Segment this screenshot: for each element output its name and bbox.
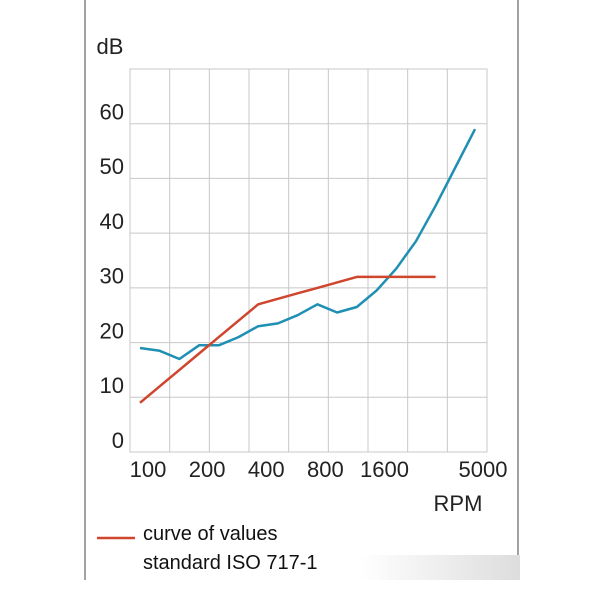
x-tick-label: 5000	[459, 457, 508, 482]
y-axis-label: dB	[97, 34, 124, 59]
y-tick-label: 60	[100, 100, 124, 125]
x-axis-label: RPM	[434, 491, 483, 516]
x-tick-label: 1600	[360, 457, 409, 482]
y-tick-label: 20	[100, 318, 124, 343]
plot-frame	[129, 68, 488, 453]
y-tick-label: 0	[112, 428, 124, 453]
legend-label: curve of values standard ISO 717-1	[143, 523, 318, 574]
y-tick-label: 30	[100, 264, 124, 289]
y-tick-label: 40	[100, 209, 124, 234]
x-tick-label: 100	[130, 457, 167, 482]
x-tick-label: 400	[248, 457, 285, 482]
y-tick-label: 10	[100, 373, 124, 398]
x-tick-label: 200	[189, 457, 226, 482]
shade	[360, 555, 520, 580]
y-tick-label: 50	[100, 154, 124, 179]
data-line	[139, 128, 477, 361]
data-line	[139, 275, 436, 404]
x-tick-label: 800	[307, 457, 344, 482]
